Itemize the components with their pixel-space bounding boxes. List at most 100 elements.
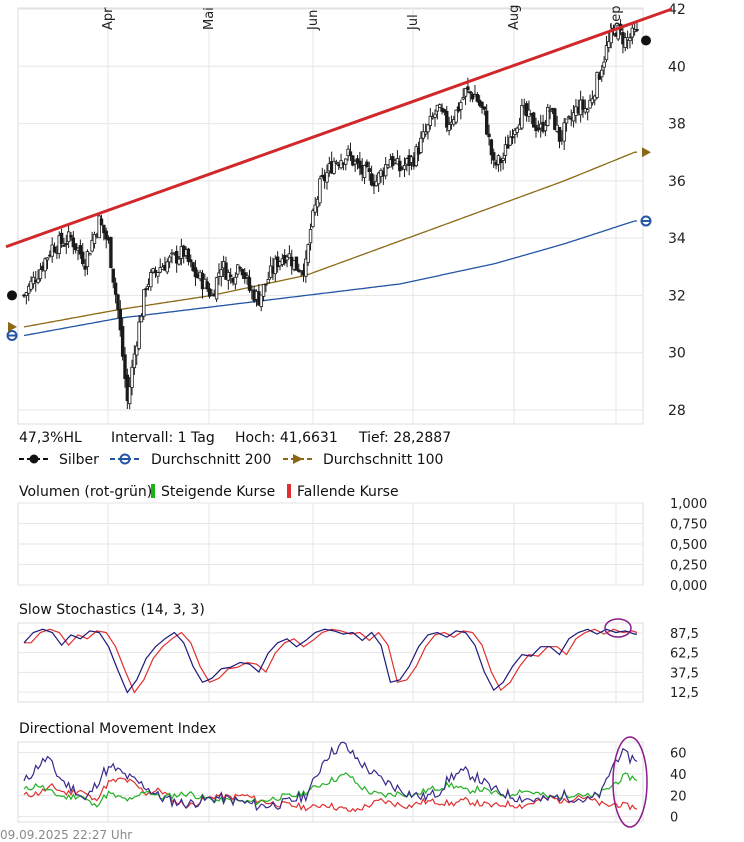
candle-body xyxy=(484,110,489,135)
candle-body xyxy=(313,204,317,213)
candle-body xyxy=(73,243,78,251)
candle-body xyxy=(506,144,510,149)
candle-body xyxy=(245,275,249,278)
candle-body xyxy=(174,250,179,264)
candle-body xyxy=(287,253,292,259)
month-label: Aug xyxy=(507,5,522,30)
candle-body xyxy=(90,239,94,252)
candle-body xyxy=(623,37,627,48)
candle-body xyxy=(45,257,50,261)
candle-body xyxy=(332,160,336,174)
candle-body xyxy=(459,102,463,110)
candle-body xyxy=(548,110,552,113)
candle-body xyxy=(177,258,181,265)
candle-body xyxy=(590,98,595,104)
volume-up-label: Steigende Kurse xyxy=(161,484,275,500)
price-y-tick: 30 xyxy=(668,346,686,362)
candle-body xyxy=(130,366,134,388)
price-y-tick: 38 xyxy=(668,117,686,133)
candle-body xyxy=(118,308,122,331)
volume-y-tick: 0,750 xyxy=(670,518,707,533)
candle-body xyxy=(36,278,40,283)
candle-body xyxy=(247,277,252,291)
stochastics-panel: Slow Stochastics (14, 3, 3) 87,5 62,5 37,5… xyxy=(17,602,699,703)
candle-body xyxy=(421,131,425,139)
ma100-legend-marker xyxy=(293,454,303,464)
dmi-y-tick: 40 xyxy=(670,768,687,783)
candle-body xyxy=(466,86,470,91)
candle-body xyxy=(59,232,64,244)
volume-y-tick: 0,000 xyxy=(670,579,707,594)
candle-body xyxy=(468,91,472,94)
candle-body xyxy=(564,118,569,124)
interval-label: Intervall: 1 Tag xyxy=(111,430,215,446)
candle-body xyxy=(62,244,66,247)
candle-body xyxy=(38,269,43,280)
candle-body xyxy=(26,285,31,294)
stochastics-y-axis: 87,5 62,5 37,5 12,5 xyxy=(670,627,699,701)
candle-body xyxy=(78,245,83,255)
candle-body xyxy=(88,252,92,256)
candle-body xyxy=(144,288,148,290)
candle-body xyxy=(97,215,101,239)
candle-body xyxy=(214,277,219,300)
candle-body xyxy=(588,100,592,109)
candle-body xyxy=(475,93,479,102)
candle-body xyxy=(557,126,562,142)
candle-body xyxy=(635,29,639,31)
volume-title: Volumen (rot-grün) xyxy=(19,484,152,500)
candle-body xyxy=(149,272,153,288)
candle-body xyxy=(428,115,433,126)
candle-body xyxy=(236,264,240,275)
ma100-line xyxy=(23,151,637,328)
legend-item-ma100[interactable]: Durchschnitt 100 xyxy=(283,452,443,468)
volume-down-label: Fallende Kurse xyxy=(297,484,399,500)
candle-body xyxy=(376,172,381,185)
candle-body xyxy=(348,151,353,157)
ma100-marker xyxy=(8,321,17,332)
dmi-grid xyxy=(17,741,644,823)
stochastics-plot-frame xyxy=(17,622,644,703)
candle-body xyxy=(334,161,339,164)
candle-body xyxy=(600,69,604,78)
legend-item-silber[interactable]: Silber xyxy=(19,452,99,468)
volume-panel: Volumen (rot-grün) Steigende Kurse Falle… xyxy=(17,484,707,594)
price-y-axis: 42 40 38 36 34 32 30 28 xyxy=(668,2,686,419)
down-swatch xyxy=(287,484,291,498)
candle-body xyxy=(581,99,585,110)
ma200-line xyxy=(23,220,637,337)
price-plot-frame xyxy=(17,7,644,425)
price-y-tick: 32 xyxy=(668,288,686,304)
month-label: Apr xyxy=(101,7,116,30)
candle-body xyxy=(233,276,238,285)
candle-body xyxy=(207,288,212,297)
candle-body xyxy=(571,112,576,122)
candle-body xyxy=(81,251,85,265)
candle-body xyxy=(463,88,468,97)
candle-body xyxy=(562,122,566,142)
candle-body xyxy=(43,258,47,272)
candles xyxy=(22,19,639,410)
candle-body xyxy=(228,274,233,277)
candle-body xyxy=(369,173,374,186)
range-label: 47,3%HL xyxy=(19,430,82,446)
candle-body xyxy=(510,136,515,139)
stochastics-y-tick: 62,5 xyxy=(670,647,699,662)
price-grid xyxy=(17,7,644,425)
candle-body xyxy=(308,229,313,244)
candle-body xyxy=(92,234,97,244)
price-y-tick: 36 xyxy=(668,174,686,190)
ma100-series xyxy=(23,151,637,328)
candle-body xyxy=(604,45,609,61)
dmi-y-axis: 60 40 20 0 xyxy=(670,747,687,826)
resistance-trendline xyxy=(5,7,673,249)
legend-item-ma200[interactable]: Durchschnitt 200 xyxy=(110,452,271,468)
candle-body xyxy=(111,268,115,283)
candle-body xyxy=(585,109,590,113)
candle-body xyxy=(426,124,430,133)
silber-start-marker xyxy=(7,290,17,301)
candle-body xyxy=(524,103,529,117)
month-label: Jul xyxy=(406,14,421,31)
